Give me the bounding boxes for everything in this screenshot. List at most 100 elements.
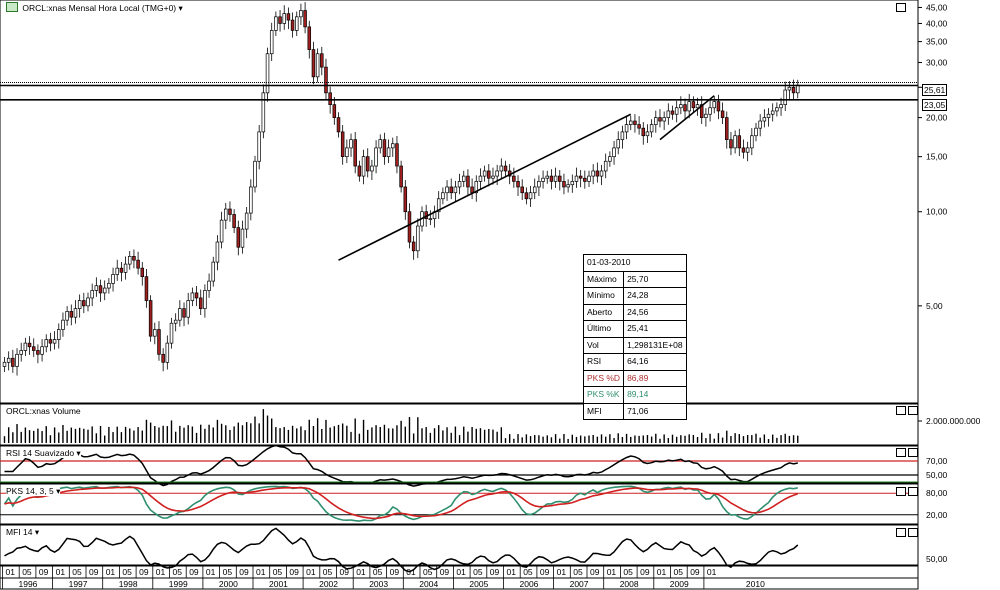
candle-body <box>637 124 641 129</box>
candle-body <box>102 287 107 294</box>
candle-body <box>662 117 666 122</box>
candle-body <box>132 255 136 261</box>
candle-body <box>599 170 604 177</box>
mfi-panel-label[interactable]: MFI 14 ▾ <box>6 527 40 537</box>
candle-body <box>307 26 312 50</box>
candle-body <box>249 186 253 214</box>
x-axis-month-label: 09 <box>390 567 400 577</box>
close-icon[interactable] <box>908 406 918 415</box>
candle-body <box>445 186 449 194</box>
candle-body <box>340 131 345 158</box>
tooltip-key: PKS %D <box>582 369 625 387</box>
x-axis-month-label: 05 <box>573 567 583 577</box>
rsi-panel-label[interactable]: RSI 14 Suavizado ▾ <box>6 448 81 458</box>
data-tooltip: 01-03-2010 Máximo 25,70 Mínimo 24,28 Abert… <box>582 254 687 420</box>
candle-body <box>31 346 36 351</box>
candle-body <box>495 170 499 177</box>
close-icon[interactable] <box>908 528 918 537</box>
x-axis-month-label: 09 <box>490 567 500 577</box>
candle-body <box>36 350 40 355</box>
candle-body <box>140 267 145 277</box>
x-axis-month-label: 01 <box>607 567 617 577</box>
price-tag-upper: 25,61 <box>922 84 948 96</box>
candle-body <box>566 184 570 188</box>
x-axis-month-label: 01 <box>557 567 567 577</box>
candle-body <box>265 53 270 94</box>
candle-body <box>687 101 691 112</box>
maximize-icon[interactable] <box>896 3 906 12</box>
candle-body <box>783 89 787 105</box>
candle-body <box>532 186 537 194</box>
chart-title-text: ORCL:xnas Mensal Hora Local (TMG+0) <box>22 3 177 13</box>
candle-body <box>374 147 378 167</box>
candle-body <box>253 160 257 188</box>
tooltip-value: 1,298131E+08 <box>623 336 687 354</box>
candle-body <box>679 104 683 109</box>
chevron-down-icon[interactable]: ▾ <box>178 3 183 13</box>
candle-body <box>153 329 157 337</box>
candle-body <box>336 117 341 133</box>
candle-body <box>750 135 754 149</box>
rsi-panel-frame <box>0 445 919 484</box>
candle-body <box>645 131 650 137</box>
candle-body <box>762 117 767 122</box>
candle-body <box>370 165 374 172</box>
candle-body <box>44 339 48 348</box>
close-icon[interactable] <box>908 448 918 457</box>
price-tag-lower: 23,05 <box>922 99 948 111</box>
candle-body <box>591 170 595 177</box>
candle-body <box>416 225 420 252</box>
candle-body <box>40 346 44 355</box>
candle-body <box>745 147 750 153</box>
volume-panel-label[interactable]: ORCL:xnas Volume <box>6 406 81 416</box>
restore-icon[interactable] <box>896 406 906 415</box>
x-axis-year-label: 2007 <box>570 579 589 589</box>
x-axis-month-label: 05 <box>223 567 233 577</box>
chevron-down-icon[interactable]: ▾ <box>76 448 81 458</box>
x-axis-month-label: 05 <box>22 567 32 577</box>
x-axis-month-label: 01 <box>507 567 517 577</box>
chevron-down-icon[interactable]: ▾ <box>56 486 61 496</box>
candle-body <box>553 175 558 182</box>
close-icon[interactable] <box>908 487 918 496</box>
x-axis-month-label: 09 <box>440 567 450 577</box>
candle-body <box>98 285 103 294</box>
x-axis-year-label: 2010 <box>746 579 765 589</box>
candle-body <box>549 175 554 182</box>
candle-body <box>758 120 762 129</box>
volume-axis-tick-label: 2.000.000.000 <box>926 416 981 426</box>
candle-body <box>741 147 746 153</box>
candle-body <box>15 353 19 367</box>
candle-body <box>215 241 220 263</box>
candle-body <box>658 117 662 122</box>
pks-panel-label[interactable]: PKS 14, 3, 5 ▾ <box>6 486 61 496</box>
candle-body <box>512 175 516 182</box>
rsi-axis-tick-label: 50,00 <box>926 470 948 480</box>
y-axis-tick-label: 10,00 <box>926 207 948 217</box>
tooltip-value: 64,16 <box>623 353 687 371</box>
candle-body <box>211 261 216 282</box>
restore-icon[interactable] <box>896 528 906 537</box>
candle-body <box>537 181 541 188</box>
candle-body <box>311 49 316 78</box>
restore-icon[interactable] <box>896 448 906 457</box>
x-axis-month-label: 05 <box>122 567 132 577</box>
candle-body <box>295 16 299 31</box>
x-axis-month-label: 01 <box>106 567 116 577</box>
candle-body <box>699 104 704 118</box>
candle-body <box>674 107 679 115</box>
y-axis-tick-label: 20,00 <box>926 113 948 123</box>
candle-body <box>729 139 733 149</box>
candle-body <box>219 219 224 243</box>
candle-body <box>620 131 625 141</box>
chevron-down-icon[interactable]: ▾ <box>34 527 40 537</box>
candle-body <box>244 212 249 230</box>
x-axis-year-label: 2004 <box>419 579 438 589</box>
chart-title[interactable]: ORCL:xnas Mensal Hora Local (TMG+0) ▾ <box>6 2 183 14</box>
restore-icon[interactable] <box>896 487 906 496</box>
candle-body <box>612 147 616 158</box>
tooltip-key: Último <box>582 320 625 338</box>
rsi-axis-tick-label: 70,00 <box>926 456 948 466</box>
candle-body <box>470 186 474 194</box>
tooltip-value: 86,89 <box>623 369 687 387</box>
